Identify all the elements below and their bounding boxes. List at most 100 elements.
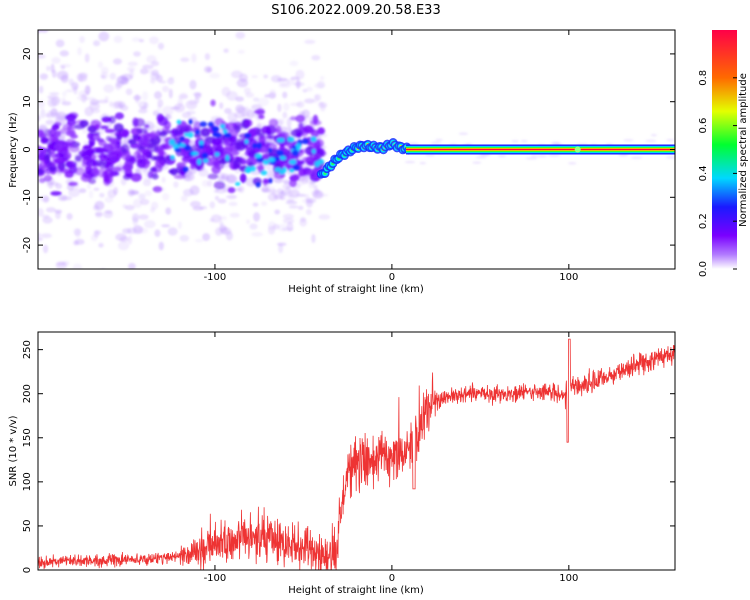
spectrogram-cell	[64, 171, 74, 178]
spectrogram-cell	[282, 218, 295, 224]
spectrogram-cell	[252, 142, 258, 149]
spectrogram-cell	[307, 139, 319, 147]
spectrogram-cell	[304, 39, 316, 45]
snr-panel: -100 0 100 0 50 100 150 200 250 Height of straig…	[8, 331, 676, 596]
spectrogram-cell	[44, 128, 51, 138]
spectrogram-cell	[268, 148, 273, 153]
spectrogram-cell	[127, 235, 133, 245]
spectrogram-cell	[103, 175, 110, 183]
spectrogram-cell	[279, 170, 285, 175]
spectrogram-band-feature	[574, 146, 581, 153]
spectrogram-cell	[304, 98, 315, 104]
spectrogram-cell	[239, 173, 247, 184]
spectrogram-cell	[135, 94, 140, 104]
spectrogram-cell	[142, 134, 150, 144]
spectrogram-cell	[142, 91, 149, 101]
spectrogram-xlabel: Height of straight line (km)	[288, 284, 424, 295]
spectrogram-cell	[38, 54, 46, 59]
spectrogram-cell	[317, 80, 326, 89]
spectrogram-cell	[288, 179, 297, 188]
spectrogram-cell	[201, 180, 210, 187]
spectrogram-cell	[249, 223, 258, 230]
spectrogram-cell	[312, 184, 318, 190]
spectrogram-cell	[221, 174, 227, 180]
spectrogram-cell	[270, 75, 282, 83]
spectrogram-cell	[227, 195, 237, 199]
spectrogram-cell	[187, 131, 194, 139]
spectrogram-cell	[301, 109, 310, 118]
spectrogram-cell	[161, 85, 170, 93]
spectrogram-cell	[45, 207, 56, 213]
spectrogram-cell	[244, 139, 249, 145]
spectrogram-cell	[210, 214, 222, 223]
spectrogram-cell	[252, 202, 259, 207]
spectrogram-cell	[70, 134, 78, 139]
spectrogram-cell	[112, 58, 123, 65]
spectrogram-cell	[223, 132, 232, 138]
snr-line	[38, 338, 675, 570]
spectrogram-cell	[152, 110, 159, 116]
spectrogram-cell	[232, 158, 243, 167]
spectrogram-cell	[623, 139, 634, 142]
spectrogram-cell	[188, 100, 196, 106]
spectrogram-cell	[38, 208, 44, 217]
spectrogram-cell	[86, 183, 92, 190]
spectrogram-cell	[227, 187, 236, 194]
spectrogram-cell	[65, 89, 76, 93]
colorbar-tick-label: 0.0	[698, 261, 709, 277]
spectrogram-cell	[261, 141, 271, 147]
spectrogram-cell	[100, 125, 109, 130]
spectrogram-cell	[225, 154, 230, 162]
spectrogram-cell	[131, 37, 141, 42]
spectrogram-cell	[202, 158, 209, 163]
spectrogram-cell	[260, 201, 268, 207]
spectrogram-cell	[84, 106, 94, 117]
figure-title: S106.2022.009.20.58.E33	[271, 3, 440, 18]
spectrogram-cell	[42, 244, 49, 254]
spectrogram-cell	[318, 101, 324, 106]
spectrogram-cell	[42, 196, 50, 203]
spectrogram-cell	[212, 131, 218, 137]
spectrogram-cell	[146, 132, 157, 138]
spectrogram-cell	[530, 154, 538, 158]
spectrogram-cell	[232, 124, 243, 130]
spectrogram-cell	[227, 112, 238, 123]
x-tick-label: 100	[559, 573, 578, 584]
spectrogram-cell	[140, 141, 149, 148]
spectrogram-cell	[497, 154, 507, 158]
spectrogram-cell	[257, 97, 269, 107]
spectrogram-cell	[138, 193, 146, 200]
spectrogram-cell	[125, 88, 133, 96]
spectrogram-cell	[299, 218, 308, 227]
spectrogram-cell	[194, 129, 201, 135]
spectrogram-cell	[54, 130, 61, 138]
spectrogram-cell	[511, 140, 519, 143]
spectrogram-cell	[255, 181, 261, 188]
spectrogram-cell	[191, 151, 199, 156]
y-tick-label: 200	[22, 384, 33, 403]
spectrogram-cell	[204, 53, 211, 61]
spectrogram-cell	[276, 188, 284, 195]
y-tick-label: 0	[22, 567, 33, 573]
spectrogram-cell	[192, 92, 202, 97]
spectrogram-cell	[56, 111, 67, 121]
spectrogram-cell	[151, 69, 159, 77]
spectrogram-cell	[288, 205, 299, 209]
spectrogram-cell	[179, 92, 188, 99]
spectrogram-cell	[425, 154, 435, 157]
spectrogram-frame	[37, 29, 676, 270]
spectrogram-cell	[88, 138, 96, 147]
spectrogram-cell	[296, 101, 305, 109]
spectrogram-cell	[188, 118, 193, 125]
spectrogram-cell	[295, 79, 301, 90]
spectrogram-cell	[419, 161, 427, 165]
spectrogram-cell	[287, 136, 295, 143]
spectrogram-cell	[258, 114, 265, 120]
spectrogram-cell	[180, 57, 190, 63]
spectrogram-cell	[282, 91, 288, 99]
spectrogram-cell	[265, 134, 272, 139]
spectrogram-cell	[170, 155, 175, 160]
spectrogram-cell	[155, 74, 163, 83]
spectrogram-cell	[223, 48, 229, 53]
